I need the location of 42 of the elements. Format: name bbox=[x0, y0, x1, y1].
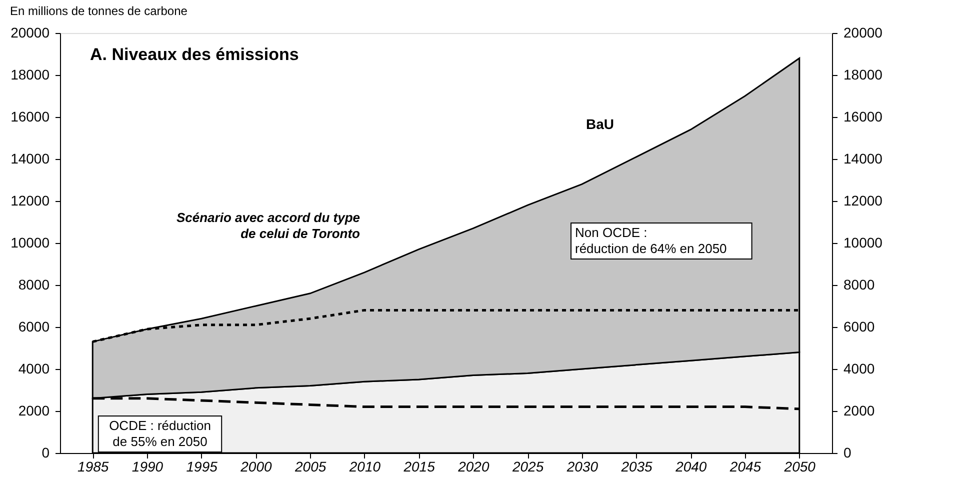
y-tick-label: 8000 bbox=[18, 276, 50, 292]
x-tick-label: 2005 bbox=[294, 458, 326, 474]
y2-tick-label: 0 bbox=[844, 444, 852, 460]
x-tick-label: 2050 bbox=[783, 458, 816, 474]
x-tick-label: 1990 bbox=[132, 458, 164, 474]
y-tick-label: 18000 bbox=[10, 66, 50, 82]
annotation: OCDE : réduction de 55% en 2050 bbox=[109, 418, 211, 449]
x-tick-label: 2010 bbox=[348, 458, 381, 474]
annotation: Non OCDE : réduction de 64% en 2050 bbox=[575, 225, 727, 256]
x-tick-label: 2000 bbox=[240, 458, 272, 474]
y2-tick-label: 10000 bbox=[844, 234, 883, 250]
y-tick-label: 20000 bbox=[10, 24, 50, 40]
y-tick-label: 14000 bbox=[10, 150, 50, 166]
y2-tick-label: 18000 bbox=[844, 66, 883, 82]
y2-tick-label: 16000 bbox=[844, 108, 883, 124]
y2-tick-label: 12000 bbox=[844, 192, 883, 208]
annotation: BaU bbox=[586, 116, 614, 132]
text: A. Niveaux des émissions bbox=[90, 45, 299, 64]
x-tick-label: 2035 bbox=[620, 458, 653, 474]
x-tick-label: 2015 bbox=[402, 458, 436, 474]
annotation: Scénario avec accord du type de celui de Toronto bbox=[176, 210, 360, 241]
y-tick-label: 10000 bbox=[10, 234, 50, 250]
x-tick-label: 2040 bbox=[674, 458, 707, 474]
y-tick-label: 0 bbox=[42, 444, 50, 460]
y2-tick-label: 20000 bbox=[844, 24, 883, 40]
y-tick-label: 16000 bbox=[10, 108, 50, 124]
y-axis-title: En millions de tonnes de carbone bbox=[10, 4, 188, 18]
x-tick-label: 1985 bbox=[78, 458, 109, 474]
y-tick-label: 4000 bbox=[18, 360, 50, 376]
y2-tick-label: 8000 bbox=[844, 276, 875, 292]
x-tick-label: 2030 bbox=[566, 458, 598, 474]
y2-tick-label: 2000 bbox=[844, 402, 875, 418]
y2-tick-label: 14000 bbox=[844, 150, 883, 166]
y-tick-label: 2000 bbox=[18, 402, 50, 418]
y-tick-label: 6000 bbox=[18, 318, 50, 334]
y-tick-label: 12000 bbox=[10, 192, 50, 208]
y2-tick-label: 6000 bbox=[844, 318, 875, 334]
x-tick-label: 2045 bbox=[728, 458, 762, 474]
x-tick-label: 1995 bbox=[186, 458, 218, 474]
y2-tick-label: 4000 bbox=[844, 360, 875, 376]
x-tick-label: 2020 bbox=[457, 458, 490, 474]
x-tick-label: 2025 bbox=[511, 458, 544, 474]
